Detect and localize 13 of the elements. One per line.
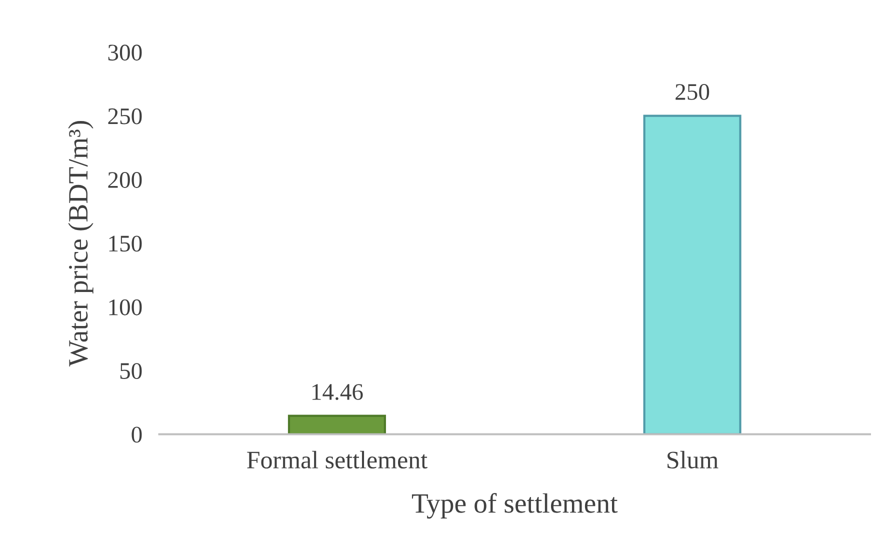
y-tick-label: 200 (108, 172, 142, 188)
y-tick-label: 250 (108, 108, 142, 124)
y-tick-label: 0 (132, 426, 142, 443)
data-label: 14.46 (312, 384, 363, 400)
data-label: 250 (676, 84, 710, 100)
x-tick-label: Formal settlement (247, 450, 428, 469)
y-tick-label: 100 (109, 299, 142, 316)
y-tick-label: 300 (108, 44, 142, 61)
x-tick-label: Slum (668, 450, 718, 469)
y-tick-label: 150 (109, 236, 142, 252)
x-axis-title: Type of settlement (412, 493, 618, 519)
y-tick-label: 50 (120, 363, 142, 379)
y-axis-title: Water price (BDT/m³) (68, 121, 94, 367)
